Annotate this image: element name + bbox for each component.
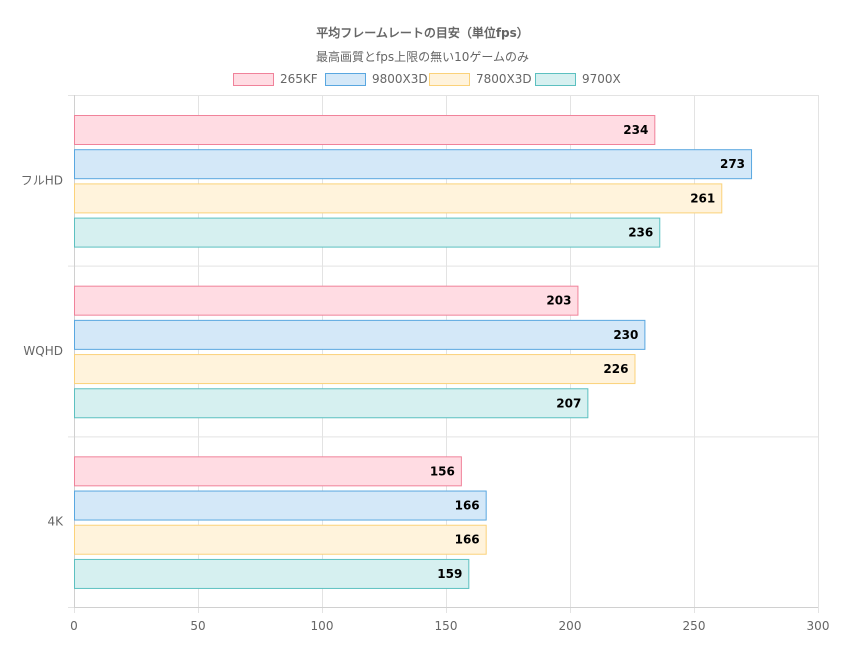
bar-value-label: 159 xyxy=(437,567,462,581)
bar-value-label: 226 xyxy=(603,362,628,376)
bar-value-label: 156 xyxy=(430,464,455,478)
chart-title: 平均フレームレートの目安（単位fps） xyxy=(316,26,529,40)
legend-label-9700X[interactable]: 9700X xyxy=(582,72,621,86)
bar-7800X3D-4K[interactable] xyxy=(74,524,487,555)
bar-value-label: 234 xyxy=(623,123,648,137)
y-category-label: WQHD xyxy=(23,344,63,358)
bar-9800X3D-WQHD[interactable] xyxy=(74,319,646,350)
bar-value-label: 230 xyxy=(613,328,638,342)
chart-subtitle: 最高画質とfps上限の無い10ゲームのみ xyxy=(315,50,529,64)
x-tick-label: 150 xyxy=(435,619,458,633)
bar-value-label: 261 xyxy=(690,191,715,205)
bar-9800X3D-4K[interactable] xyxy=(74,490,487,521)
bar-265KF-フルHD[interactable] xyxy=(74,115,656,145)
x-tick-label: 300 xyxy=(807,619,830,633)
bar-265KF-4K[interactable] xyxy=(74,456,462,487)
bar-9800X3D-フルHD[interactable] xyxy=(74,149,753,180)
bar-9700X-フルHD[interactable] xyxy=(74,217,661,248)
legend-label-265KF[interactable]: 265KF xyxy=(280,72,318,86)
bar-7800X3D-WQHD[interactable] xyxy=(74,354,636,385)
x-tick-label: 100 xyxy=(311,619,334,633)
bar-value-label: 236 xyxy=(628,226,653,240)
legend-label-9800X3D[interactable]: 9800X3D xyxy=(372,72,428,86)
legend-label-7800X3D[interactable]: 7800X3D xyxy=(476,72,532,86)
legend-swatch-7800X3D[interactable] xyxy=(429,73,470,86)
x-tick-label: 250 xyxy=(683,619,706,633)
bar-value-label: 203 xyxy=(546,294,571,308)
x-tick-label: 0 xyxy=(70,619,78,633)
bar-7800X3D-フルHD[interactable] xyxy=(74,183,723,214)
bar-9700X-4K[interactable] xyxy=(74,558,470,589)
bar-value-label: 166 xyxy=(455,499,480,513)
bar-value-label: 273 xyxy=(720,157,745,171)
x-tick-label: 50 xyxy=(190,619,205,633)
bar-value-label: 207 xyxy=(556,396,581,410)
bar-value-label: 166 xyxy=(455,533,480,547)
bar-9700X-WQHD[interactable] xyxy=(74,388,589,419)
bar-265KF-WQHD[interactable] xyxy=(74,285,579,316)
legend-swatch-265KF[interactable] xyxy=(233,73,274,86)
legend-swatch-9700X[interactable] xyxy=(535,73,576,86)
x-tick-label: 200 xyxy=(559,619,582,633)
y-category-label: 4K xyxy=(47,515,64,529)
y-category-label: フルHD xyxy=(21,173,63,187)
legend-swatch-9800X3D[interactable] xyxy=(325,73,366,86)
